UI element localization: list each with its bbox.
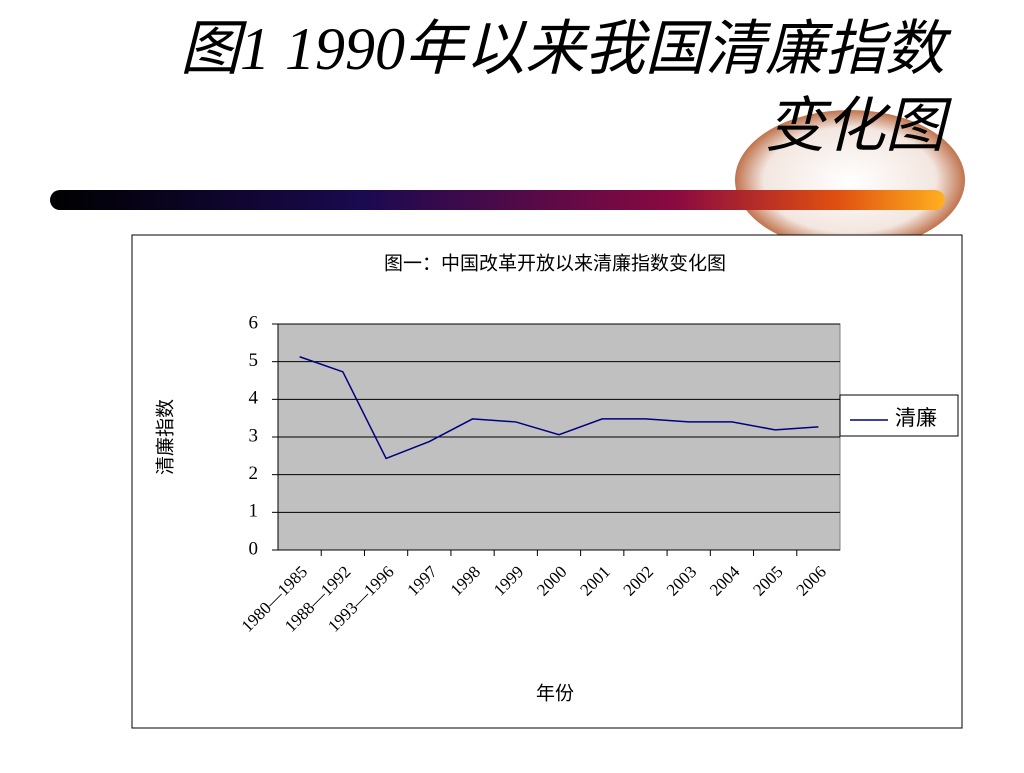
decor-swoosh — [735, 110, 965, 250]
chart-title: 图一：中国改革开放以来清廉指数变化图 — [384, 252, 726, 274]
slide-title: 图1 1990年以来我国清廉指数 — [180, 16, 952, 82]
y-tick-label: 5 — [249, 350, 259, 371]
y-tick-label: 4 — [249, 388, 259, 409]
y-tick-label: 3 — [249, 425, 259, 446]
legend — [839, 394, 959, 437]
y-tick-label: 1 — [249, 501, 259, 522]
series-line — [299, 356, 819, 460]
y-tick-label: 6 — [249, 312, 259, 333]
decor-bar — [50, 190, 945, 210]
y-axis-title: 清廉指数 — [154, 399, 176, 475]
x-axis-title: 年份 — [536, 682, 574, 704]
slide-title: 变化图 — [765, 93, 952, 159]
legend-label: 清廉 — [895, 406, 937, 430]
y-tick-label: 2 — [249, 463, 259, 484]
y-tick-label: 0 — [249, 538, 259, 559]
